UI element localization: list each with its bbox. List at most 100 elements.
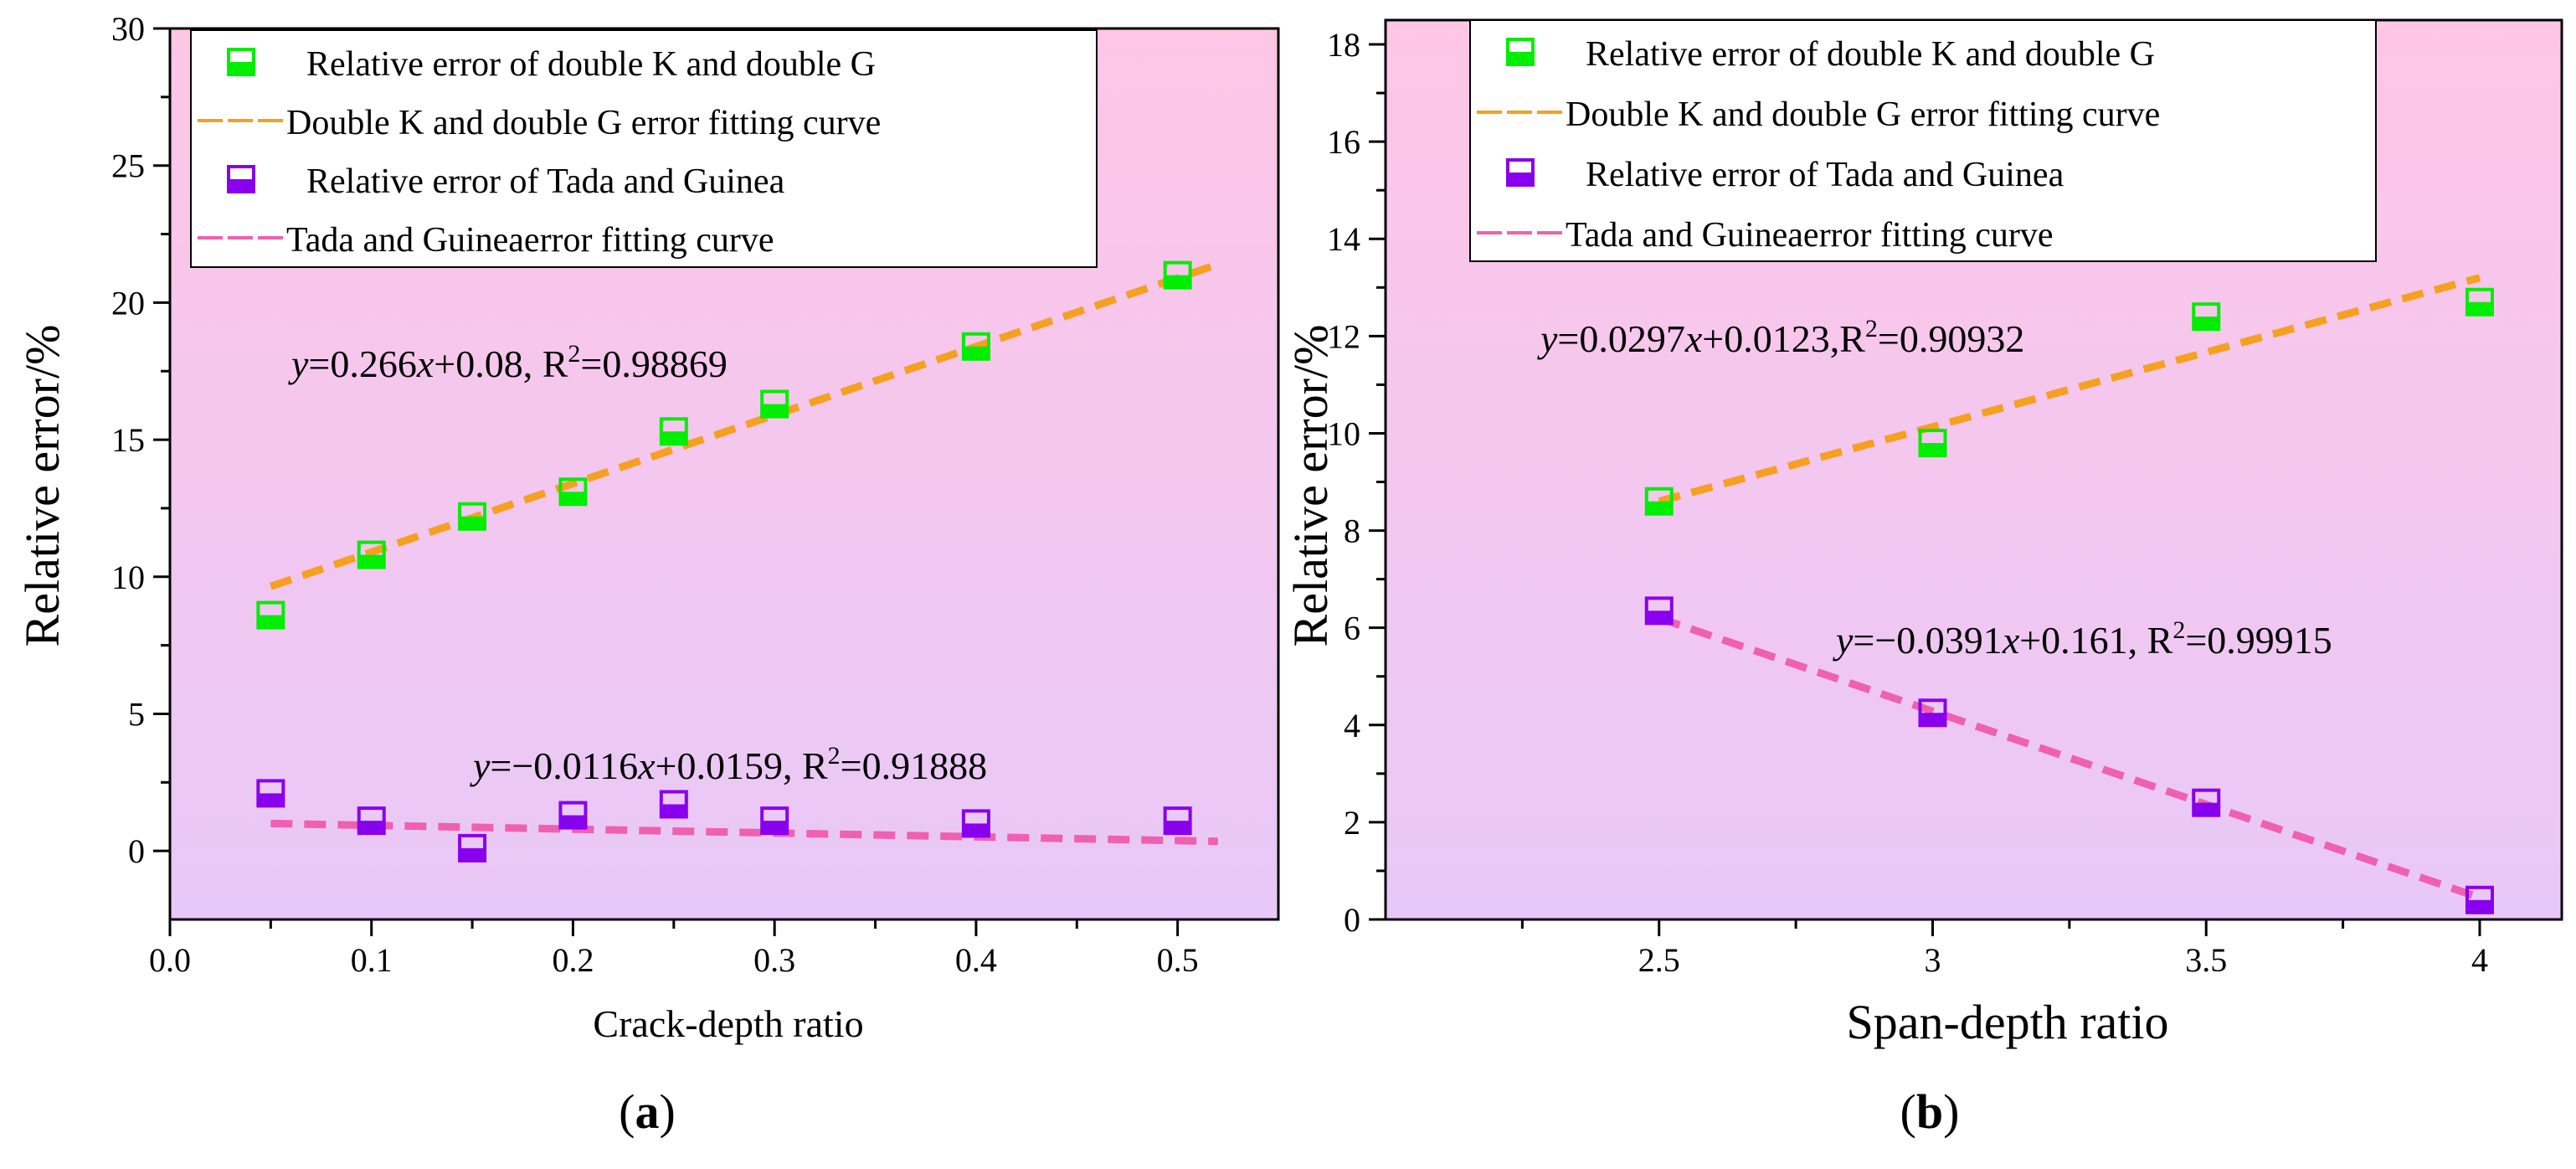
panel-a-ytick-label-3: 15 (111, 421, 145, 459)
panel-b-series0-point-2-fill (2193, 317, 2219, 330)
panel-a-series0-point-0-fill (258, 615, 284, 628)
panel-b-ytick-label-3: 6 (1344, 610, 1360, 647)
panel-a-legend-label-1: Double K and double G error fitting curv… (286, 104, 881, 142)
panel-a-series0-point-7 (1163, 260, 1192, 290)
panel-b-legend-marker-0-fill (1508, 52, 1533, 64)
panel-a-legend-box (190, 29, 1098, 268)
panel-b-ytick-label-2: 4 (1344, 707, 1360, 744)
panel-b-legend-label-0: Relative error of double K and double G (1586, 35, 2155, 74)
panel-b-series0-point-2 (2192, 302, 2221, 332)
panel-b-series0-point-1-fill (1920, 443, 1946, 456)
panel-a-legend-label-3: Tada and Guineaerror fitting curve (286, 221, 774, 260)
panel-b-legend-box (1469, 19, 2377, 262)
panel-b-series2-point-1-fill (1920, 713, 1946, 726)
panel-a-series0-point-4-fill (661, 431, 686, 445)
panel-b-series2-point-0-fill (1646, 610, 1672, 624)
panel-b-legend-marker-2-fill (1508, 173, 1533, 185)
panel-b-panel-label: (b) (1900, 1084, 1960, 1139)
panel-a-legend-marker-0 (227, 48, 255, 76)
panel-b-ytick-label-1: 2 (1344, 804, 1360, 842)
panel-b-ytick-label-9: 18 (1327, 26, 1360, 64)
panel-b-series2-point-2 (2192, 788, 2221, 817)
panel-a-series2-point-4 (659, 790, 688, 819)
panel-b-series2-point-0 (1644, 596, 1674, 626)
panel-a-series0-point-2-fill (460, 516, 486, 529)
panel-a-series2-point-2-fill (460, 847, 486, 861)
panel-a-ytick-label-5: 25 (111, 147, 145, 185)
panel-a-equation-1: y=−0.0116x+0.0159, R2=0.91888 (470, 742, 987, 787)
panel-a-series2-point-3 (558, 801, 588, 830)
panel-a-ytick-label-4: 20 (111, 284, 145, 322)
panel-a-series0-point-5-fill (762, 404, 788, 417)
panel-a-series0-point-1-fill (358, 554, 384, 568)
panel-b-ytick-label-7: 14 (1327, 220, 1360, 258)
panel-a-xtick-label-5: 0.5 (1157, 941, 1199, 979)
panel-a-ytick-label-1: 5 (128, 695, 145, 733)
panel-a-legend-marker-2 (227, 165, 255, 193)
panel-a-equation-0: y=0.266x+0.08, R2=0.98869 (288, 340, 728, 385)
panel-a-legend-label-2: Relative error of Tada and Guinea (306, 162, 785, 201)
panel-a-series0-point-6 (961, 332, 990, 361)
panel-a-ytick-label-6: 30 (111, 10, 145, 48)
panel-a-series2-point-4-fill (661, 804, 686, 817)
panel-a-xtick-label-3: 0.3 (753, 941, 795, 979)
panel-a-legend-label-0: Relative error of double K and double G (306, 45, 876, 84)
panel-a-series0-point-2 (458, 502, 487, 531)
panel-a-series2-point-1-fill (358, 821, 384, 834)
panel-b-xtick-label-0: 2.5 (1638, 941, 1680, 979)
panel-b-legend-marker-2 (1506, 158, 1535, 187)
panel-a-series2-point-2 (458, 833, 487, 863)
panel-b-legend-label-3: Tada and Guineaerror fitting curve (1566, 216, 2053, 255)
panel-a-axes-frame (168, 27, 1280, 921)
panel-b-fit-line-1 (1658, 274, 2481, 506)
panel-b-series2-point-2-fill (2193, 802, 2219, 816)
chart-panel-a: 0.0 0.1 0.2 0.3 0.4 0.5 0 5 10 15 20 25 30 Crack-dept… (15, 10, 1280, 1139)
panel-b-ytick-label-0: 0 (1344, 901, 1360, 939)
panel-b-xtick-label-3: 4 (2471, 941, 2488, 979)
panel-b-xtick-label-2: 3.5 (2185, 941, 2227, 979)
panel-b-ytick-label-8: 16 (1327, 123, 1360, 161)
panel-a-series2-point-6-fill (963, 823, 989, 837)
panel-b-y-axis-label: Relative error/% (1283, 325, 1338, 647)
chart-panel-b: 2.5 3 3.5 4 0 2 4 6 8 10 12 14 16 18 Span-depth ratio R… (1283, 18, 2563, 1139)
panel-b-fit-line-3 (1658, 614, 2481, 902)
panel-a-series0-point-1 (357, 540, 386, 569)
panel-a-legend-marker-0-fill (229, 62, 254, 75)
panel-a-series0-point-3-fill (560, 492, 586, 505)
panel-b-legend-marker-0 (1506, 38, 1535, 66)
panel-a-xtick-label-4: 0.4 (955, 941, 997, 979)
panel-b-series0-point-3 (2465, 287, 2494, 317)
panel-a-panel-label: (a) (619, 1084, 676, 1139)
panel-a-legend-marker-2-fill (229, 179, 254, 192)
panel-b-legend-label-2: Relative error of Tada and Guinea (1586, 156, 2064, 194)
panel-b-ytick-label-6: 12 (1327, 317, 1360, 355)
panel-b-series0-point-0 (1644, 487, 1674, 516)
panel-a-series2-point-7-fill (1165, 821, 1190, 834)
panel-a-ytick-label-2: 10 (111, 559, 145, 596)
panel-a-series2-point-0-fill (258, 793, 284, 806)
panel-a-series0-point-0 (256, 600, 285, 630)
panel-b-series0-point-3-fill (2466, 301, 2492, 315)
panel-b-legend-label-1: Double K and double G error fitting curv… (1566, 95, 2160, 134)
panel-b-equation-0: y=0.0297x+0.0123,R2=0.90932 (1537, 315, 2024, 360)
panel-a-y-axis-label: Relative error/% (15, 325, 69, 647)
panel-a-series0-point-3 (558, 477, 588, 507)
panel-a-series0-point-4 (659, 417, 688, 446)
panel-a-series0-point-5 (760, 389, 789, 419)
panel-b-x-axis-label: Span-depth ratio (1847, 995, 2169, 1049)
panel-b-series0-point-0-fill (1646, 501, 1672, 514)
panel-b-ytick-label-4: 8 (1344, 512, 1360, 550)
panel-a-series2-point-5 (760, 806, 789, 836)
panel-b-series2-point-3-fill (2466, 899, 2492, 913)
panel-b-xtick-label-1: 3 (1924, 941, 1941, 979)
panel-a-xtick-label-2: 0.2 (552, 941, 594, 979)
panel-a-series0-point-7-fill (1165, 275, 1190, 288)
panel-a-fit-line-3 (270, 819, 1218, 846)
panel-a-series2-point-1 (357, 806, 386, 836)
panel-a-series2-point-6 (961, 809, 990, 838)
panel-b-series2-point-3 (2465, 885, 2494, 914)
panel-b-ytick-label-5: 10 (1327, 415, 1360, 452)
panel-a-x-axis-label: Crack-depth ratio (593, 1002, 863, 1045)
panel-b-series2-point-1 (1918, 698, 1947, 728)
panel-a-series2-point-3-fill (560, 815, 586, 828)
